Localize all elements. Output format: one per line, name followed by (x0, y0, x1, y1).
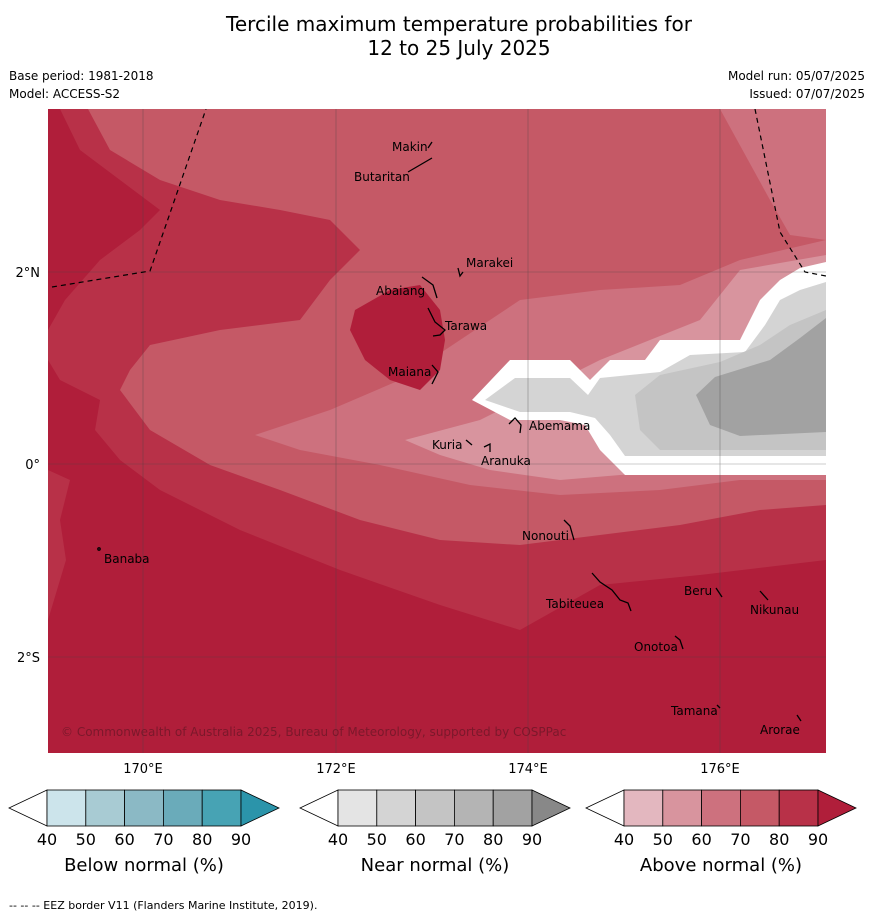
island-label-makin: Makin (392, 140, 428, 154)
colorbar-label: Below normal (%) (64, 855, 224, 876)
colorbar-below-normal: 40 50 60 70 80 90 Below normal (%) (8, 789, 280, 876)
above-60-ne (720, 109, 826, 240)
title-line-1: Tercile maximum temperature probabilitie… (226, 12, 692, 36)
chart-title: Tercile maximum temperature probabilitie… (0, 12, 873, 60)
colorbar-segment (623, 789, 664, 827)
colorbar-segment (124, 789, 164, 827)
island-shapes (97, 141, 802, 722)
colorbar-segment (778, 789, 819, 827)
colorbar-min-extend (585, 789, 625, 827)
colorbar-segment (46, 789, 87, 827)
above-90-blob (350, 285, 445, 390)
island-label-nonouti: Nonouti (522, 529, 569, 543)
island-label-arorae: Arorae (760, 723, 800, 737)
lat-label-2n: 2°N (16, 266, 41, 281)
near-70-region (696, 318, 826, 436)
colorbar-tick-label: 70 (444, 830, 464, 849)
colorbar-tick-label: 50 (367, 830, 387, 849)
colorbar-tick-label: 70 (730, 830, 750, 849)
colorbar-max-extend (817, 789, 857, 827)
colorbar-segment (453, 789, 494, 827)
map-area: Makin Butaritan Marakei Abaiang Tarawa M… (48, 109, 826, 753)
colorbar-segment (85, 789, 126, 827)
colorbar-min-extend (299, 789, 339, 827)
island-label-onotoa: Onotoa (634, 640, 678, 654)
colorbar-segment (337, 789, 378, 827)
island-labels: Makin Butaritan Marakei Abaiang Tarawa M… (104, 140, 800, 737)
eez-border (51, 109, 826, 288)
island-label-butaritan: Butaritan (354, 170, 410, 184)
colorbar-segment (701, 789, 741, 827)
colorbar-max-extend (240, 789, 280, 827)
colorbar-segment (492, 789, 533, 827)
lat-label-2s: 2°S (17, 651, 40, 666)
island-label-maiana: Maiana (388, 365, 431, 379)
colorbar-tick-label: 40 (328, 830, 348, 849)
colorbar-tick-label: 40 (614, 830, 634, 849)
colorbar-segment (662, 789, 702, 827)
lon-label-172: 172°E (316, 762, 356, 777)
colorbar-near-normal: 40 50 60 70 80 90 Near normal (%) (299, 789, 571, 876)
lon-label-174: 174°E (508, 762, 548, 777)
lat-label-0: 0° (25, 458, 40, 473)
lon-label-176: 176°E (700, 762, 740, 777)
colorbar-tick-label: 60 (405, 830, 425, 849)
colorbar-tick-label: 80 (192, 830, 212, 849)
above-80-west (48, 470, 70, 620)
island-label-tabiteuea: Tabiteuea (545, 597, 604, 611)
lon-labels: 170°E 172°E 174°E 176°E (123, 762, 740, 777)
island-label-abaiang: Abaiang (376, 284, 425, 298)
island-label-kuria: Kuria (432, 438, 463, 452)
issued-date: Issued: 07/07/2025 (749, 87, 865, 101)
island-label-banaba: Banaba (104, 552, 150, 566)
colorbar-segment (376, 789, 416, 827)
colorbar-tick-label: 60 (691, 830, 711, 849)
island-label-beru: Beru (684, 584, 712, 598)
island-label-marakei: Marakei (466, 256, 513, 270)
copyright-notice: © Commonwealth of Australia 2025, Bureau… (61, 725, 566, 739)
colorbar-tick-label: 80 (769, 830, 789, 849)
island-label-tarawa: Tarawa (444, 319, 487, 333)
island-label-aranuka: Aranuka (481, 454, 531, 468)
lat-labels: 2°N 0° 2°S (16, 266, 41, 666)
colorbar-tick-label: 60 (114, 830, 134, 849)
title-line-2: 12 to 25 July 2025 (367, 36, 551, 60)
island-label-abemama: Abemama (529, 419, 590, 433)
colorbar-tick-label: 90 (808, 830, 828, 849)
colorbar-segment (162, 789, 203, 827)
colorbar-tick-label: 80 (483, 830, 503, 849)
colorbar-segment (740, 789, 780, 827)
footnote: -- -- -- EEZ border V11 (Flanders Marine… (9, 899, 318, 912)
island-label-tamana: Tamana (670, 704, 718, 718)
colorbar-tick-label: 90 (522, 830, 542, 849)
island-label-nikunau: Nikunau (750, 603, 799, 617)
gridlines (48, 109, 826, 753)
lon-label-170: 170°E (123, 762, 163, 777)
colorbar-above-normal: 40 50 60 70 80 90 Above normal (%) (585, 789, 857, 876)
meta-left: Base period: 1981-2018 Model: ACCESS-S2 (9, 67, 154, 103)
colorbar-segment (201, 789, 242, 827)
colorbar-label: Near normal (%) (361, 855, 510, 876)
colorbar-tick-label: 90 (231, 830, 251, 849)
base-period: Base period: 1981-2018 (9, 69, 154, 83)
colorbar-max-extend (531, 789, 571, 827)
colorbar-label: Above normal (%) (640, 855, 802, 876)
colorbar-tick-label: 40 (37, 830, 57, 849)
model-run: Model run: 05/07/2025 (727, 69, 865, 83)
colorbar-tick-label: 50 (76, 830, 96, 849)
model-name: Model: ACCESS-S2 (9, 87, 121, 101)
colorbar-segment (415, 789, 455, 827)
colorbar-tick-label: 50 (653, 830, 673, 849)
meta-right: Model run: 05/07/2025 Issued: 07/07/2025 (728, 67, 865, 103)
colorbar-min-extend (8, 789, 48, 827)
colorbar-tick-label: 70 (153, 830, 173, 849)
